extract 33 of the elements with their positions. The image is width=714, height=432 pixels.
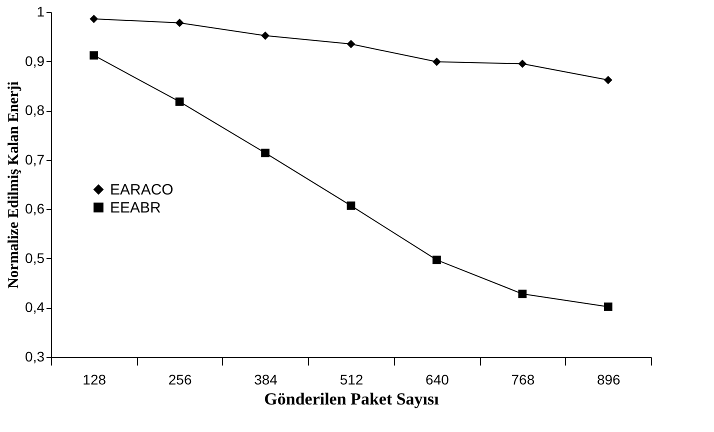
y-tick-label: 0,7: [25, 151, 45, 168]
point: [175, 98, 184, 106]
x-tick-label: 512: [340, 372, 364, 388]
point: [346, 202, 356, 210]
x-tick-label: 128: [82, 372, 106, 388]
x-tick-label: 256: [168, 372, 192, 388]
x-axis-title: Gönderilen Paket Sayısı: [264, 390, 440, 408]
y-tick-label: 0,8: [25, 102, 45, 118]
point: [261, 148, 270, 158]
x-tick-label: 384: [254, 372, 278, 388]
point: [90, 14, 98, 24]
x-tick-label: 768: [511, 372, 535, 388]
point: [432, 256, 441, 264]
x-tick-label: 640: [426, 372, 450, 388]
point: [346, 40, 356, 48]
point: [175, 18, 184, 28]
x-tick-label: 896: [596, 372, 621, 388]
y-tick-label: 0,3: [25, 348, 45, 364]
point: [604, 302, 612, 311]
y-tick-label: 0,6: [25, 200, 45, 217]
point: [518, 60, 527, 68]
y-tick-label: 1: [36, 4, 45, 20]
y-tick-label: 0,4: [25, 299, 45, 316]
y-tick-label: 0,9: [25, 52, 45, 69]
y-tick-label: 0,5: [25, 250, 45, 266]
point: [261, 31, 270, 40]
point: [604, 76, 612, 84]
y-axis-title: Normalize Edilmiş Kalan Enerji: [6, 81, 22, 289]
point: [432, 58, 441, 66]
point: [518, 290, 527, 298]
point: [90, 51, 98, 60]
legend-label: EARACO: [110, 182, 174, 198]
legend-label: EEABR: [110, 200, 162, 216]
